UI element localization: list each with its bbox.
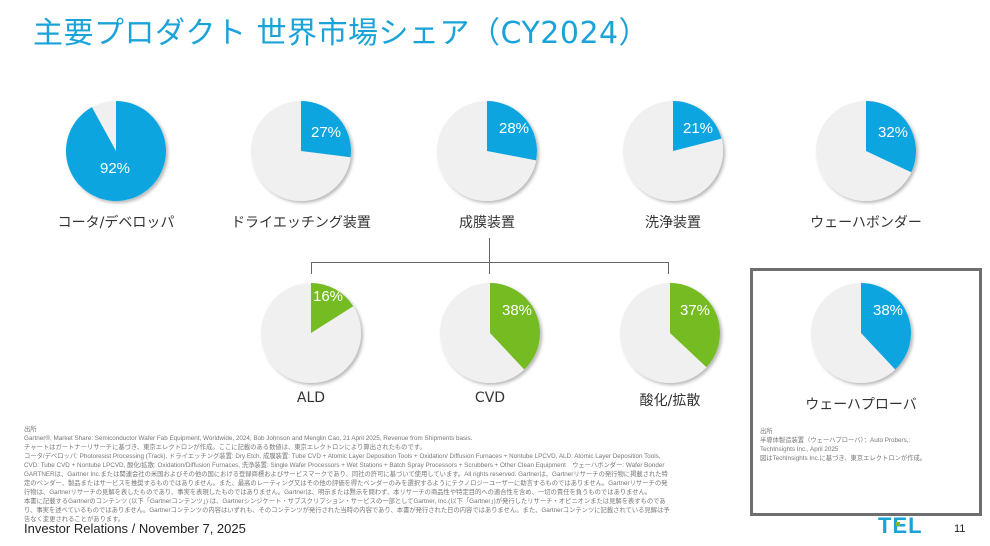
pie-category-label: CVD (474, 390, 506, 406)
pie-category-label: 酸化/拡散 (639, 393, 701, 409)
prober-highlight-box (750, 268, 982, 516)
pie-chart-5: 32% (816, 101, 916, 201)
pie-chart-4: 21% (623, 101, 723, 201)
pie-value-label: 37% (680, 302, 711, 319)
source-line: TechInsights Inc., April 2025 (760, 446, 839, 453)
pie-chart-9: 38% (811, 283, 911, 383)
source-line: 半導体製造装置（ウェーハプローバ）：Auto Probers,: (760, 437, 911, 444)
prober-source-notes: 出所半導体製造装置（ウェーハプローバ）：Auto Probers,: TechIn… (760, 427, 980, 463)
pie-chart-8: 37% (620, 283, 720, 383)
pie-chart-6: 16% (261, 283, 361, 383)
pie-chart-3: 28% (437, 101, 537, 201)
page-title: 主要プロダクト 世界市場シェア（CY2024） (33, 16, 650, 51)
source-line: チャートはガートナーリサーチに基づき、東京エレクトロンが作成。ここに記載のある数… (24, 444, 426, 451)
source-line: 本書に記載するGartnerのコンテンツ (以下「Gartnerコンテンツ」) … (24, 498, 666, 505)
pie-chart-1: 92% (65, 101, 166, 201)
connector-horizontal (311, 262, 669, 263)
source-line: 告なく変更されることがあります。 (24, 516, 125, 523)
footer-text: Investor Relations / November 7, 2025 (24, 521, 246, 536)
pie-value-label: 38% (873, 302, 904, 319)
page-number: 11 (954, 523, 966, 535)
source-line: 図はTechInsights Inc.に基づき、東京エレクトロンが作成。 (760, 455, 927, 462)
source-line: 出所 (760, 428, 773, 435)
pie-value-label: 21% (683, 120, 714, 137)
connector-drop-cvd (489, 262, 490, 274)
pie-value-label: 38% (502, 302, 533, 319)
pie-category-label: ウェーハプローバ (805, 397, 917, 413)
connector-vertical (489, 238, 490, 264)
pie-category-label: 洗浄装置 (645, 215, 701, 231)
pie-category-label: ウェーハボンダー (810, 215, 922, 231)
connector-drop-ald (311, 262, 312, 274)
source-line: GARTNERは、Gartner Inc.または関連会社の米国およびその他の国に… (24, 471, 668, 478)
source-line: 出所 (24, 426, 37, 433)
pie-value-label: 28% (499, 120, 530, 137)
pie-value-label: 16% (313, 288, 344, 305)
pie-chart-7: 38% (440, 283, 540, 383)
pie-chart-2: 27% (251, 101, 351, 201)
source-notes: 出所 Gartner®, Market Share: Semiconductor … (24, 425, 744, 524)
pie-value-label: 32% (878, 124, 909, 141)
source-line: Gartner®, Market Share: Semiconductor Wa… (24, 435, 473, 442)
pie-value-label: 92% (100, 160, 131, 177)
source-line: CVD: Tube CVD + Nontube LPCVD, 酸化/拡散: Ox… (24, 462, 665, 469)
source-line: コータ/デベロッパ: Photoresist Processing (Track… (24, 453, 661, 460)
connector-drop-oxidation (668, 262, 669, 274)
pie-category-label: コータ/デベロッパ (57, 215, 175, 231)
pie-value-label: 27% (311, 124, 342, 141)
pie-category-label: ドライエッチング装置 (231, 215, 371, 231)
pie-category-label: 成膜装置 (459, 215, 515, 231)
tel-logo: TEL (878, 513, 923, 538)
pie-category-label: ALD (296, 390, 326, 406)
source-line: り、事実を述べているものではありません。Gartnerコンテンツの内容はいずれも… (24, 507, 670, 514)
source-line: 行物は、Gartnerリサーチの見解を表したものであり、事実を表現したものではあ… (24, 489, 652, 496)
source-line: 定のベンダー、製品またはサービスを推奨するものではありません。また、最高のレーテ… (24, 480, 668, 487)
